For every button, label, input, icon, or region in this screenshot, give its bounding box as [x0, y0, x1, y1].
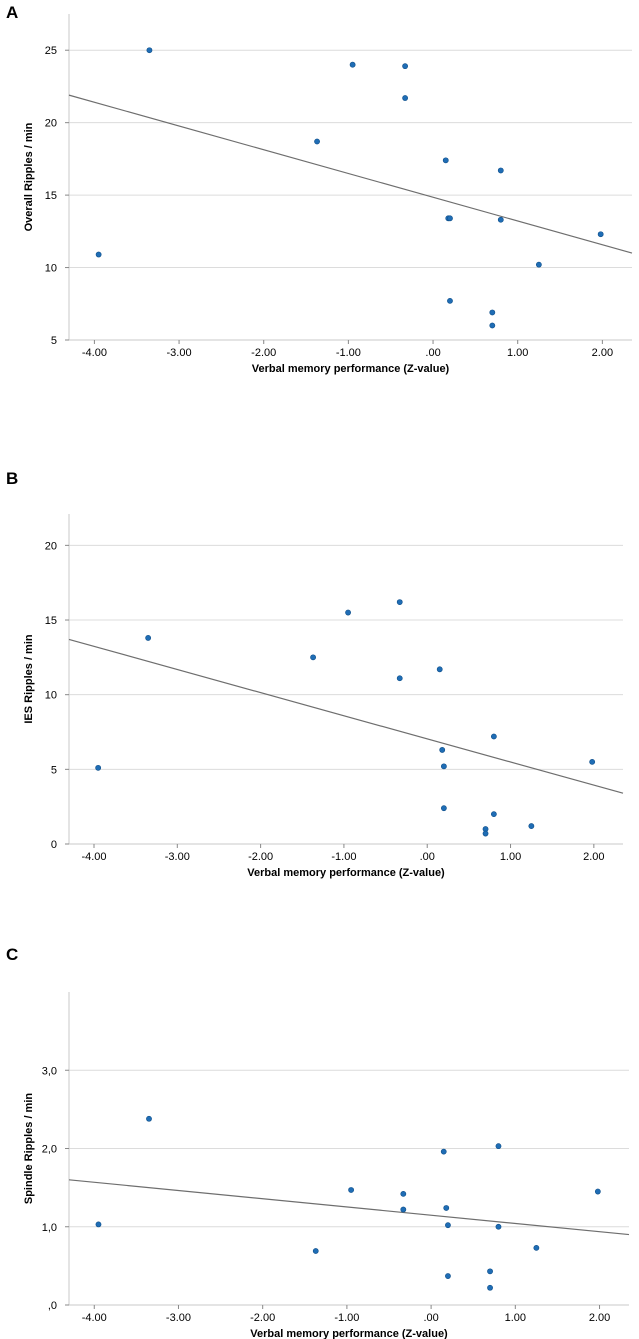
data-point	[497, 167, 504, 174]
y-tick-label: 5	[51, 764, 57, 776]
data-point	[482, 830, 489, 837]
data-point	[345, 609, 351, 616]
y-axis-title: Spindle Ripples / min	[23, 1093, 35, 1205]
x-axis-title: Verbal memory performance (Z-value)	[252, 363, 450, 375]
data-point	[349, 61, 356, 68]
regression-line	[68, 94, 633, 254]
y-tick-label: 2,0	[42, 1144, 57, 1156]
data-point	[497, 216, 504, 223]
panel-letter: B	[6, 469, 18, 488]
y-axis-title: Overall Ripples / min	[23, 122, 35, 231]
x-tick-label: -4.00	[82, 347, 107, 359]
x-tick-label: 1.00	[507, 347, 528, 359]
y-tick-label: 15	[45, 190, 57, 202]
x-tick-label: -2.00	[248, 851, 273, 863]
data-point	[440, 1148, 447, 1155]
x-tick-label: 1.00	[500, 851, 521, 863]
x-tick-label: -3.00	[166, 1312, 191, 1324]
y-axis-title: IES Ripples / min	[23, 634, 35, 724]
x-tick-label: 2.00	[583, 851, 604, 863]
y-tick-label: 0	[51, 839, 57, 851]
data-point	[146, 47, 153, 54]
y-tick-label: ,0	[48, 1300, 57, 1312]
data-point	[145, 635, 152, 641]
data-point	[348, 1187, 355, 1193]
x-tick-label: -4.00	[81, 851, 106, 863]
data-point	[312, 1248, 319, 1254]
x-tick-label: 1.00	[505, 1312, 526, 1324]
data-point	[400, 1206, 407, 1213]
x-tick-label: -1.00	[336, 347, 361, 359]
data-point	[402, 95, 409, 101]
data-point	[487, 1284, 493, 1291]
data-point	[489, 322, 496, 329]
data-point	[445, 1222, 451, 1229]
x-tick-label: 2.00	[592, 347, 613, 359]
data-point	[146, 1115, 152, 1122]
x-tick-label: -3.00	[165, 851, 190, 863]
data-point	[310, 654, 316, 661]
data-point	[490, 811, 497, 818]
x-axis-title: Verbal memory performance (Z-value)	[250, 1328, 448, 1339]
data-point	[436, 666, 443, 673]
data-point	[495, 1223, 502, 1230]
data-point	[528, 823, 535, 829]
x-tick-label: 2.00	[589, 1312, 610, 1324]
data-point	[535, 261, 542, 268]
data-point	[314, 138, 320, 145]
y-tick-label: 20	[45, 540, 57, 552]
y-tick-label: 1,0	[42, 1222, 57, 1234]
x-tick-label: -2.00	[250, 1312, 275, 1324]
y-tick-label: 10	[45, 690, 57, 702]
x-axis-title: Verbal memory performance (Z-value)	[247, 867, 445, 879]
data-point	[439, 747, 446, 753]
y-tick-label: 5	[51, 335, 57, 347]
data-point	[594, 1188, 601, 1195]
data-point	[95, 764, 102, 771]
data-point	[447, 215, 453, 222]
data-point	[440, 763, 447, 770]
x-tick-label: .00	[423, 1312, 438, 1324]
x-tick-label: .00	[420, 851, 435, 863]
y-tick-label: 25	[45, 45, 57, 57]
panel-letter: A	[6, 3, 18, 22]
y-tick-label: 10	[45, 263, 57, 275]
chart-panel-c: C -4.00 -3.00 -2.00 -1.00 .00 1.00 2.00 ,0 1,0 2,0…	[6, 945, 630, 1339]
y-tick-label: 3,0	[42, 1065, 57, 1077]
data-point	[95, 1221, 102, 1228]
x-tick-label: -3.00	[167, 347, 192, 359]
data-point	[443, 1205, 450, 1211]
data-point	[396, 675, 403, 682]
data-point	[589, 758, 596, 765]
data-point	[490, 733, 497, 740]
data-point	[489, 309, 496, 316]
y-tick-label: 20	[45, 118, 57, 130]
data-point	[95, 251, 102, 258]
regression-line	[68, 638, 624, 794]
x-tick-label: -4.00	[82, 1312, 107, 1324]
data-point	[445, 1273, 451, 1279]
data-point	[402, 63, 409, 70]
x-tick-label: -2.00	[251, 347, 276, 359]
chart-panel-b: B -4.00 -3.00 -2.00 -1.00 .00 1.00 2.00 0 5 10 15 20…	[6, 469, 624, 879]
regression-line	[68, 1179, 630, 1236]
chart-panel-a: A -4.00 -3.00 -2.00 -1.00 .00 1.00 2.00 5 10 15 20 2…	[6, 3, 633, 375]
data-point	[533, 1244, 540, 1251]
x-tick-label: .00	[425, 347, 440, 359]
data-point	[442, 157, 449, 164]
data-point	[396, 599, 403, 605]
data-point	[440, 805, 447, 812]
data-point	[447, 297, 453, 304]
data-point	[597, 231, 604, 238]
x-tick-label: -1.00	[331, 851, 356, 863]
x-tick-label: -1.00	[334, 1312, 359, 1324]
y-tick-label: 15	[45, 615, 57, 627]
panel-letter: C	[6, 945, 18, 964]
data-point	[495, 1143, 502, 1150]
data-point	[487, 1268, 493, 1275]
data-point	[400, 1190, 407, 1197]
